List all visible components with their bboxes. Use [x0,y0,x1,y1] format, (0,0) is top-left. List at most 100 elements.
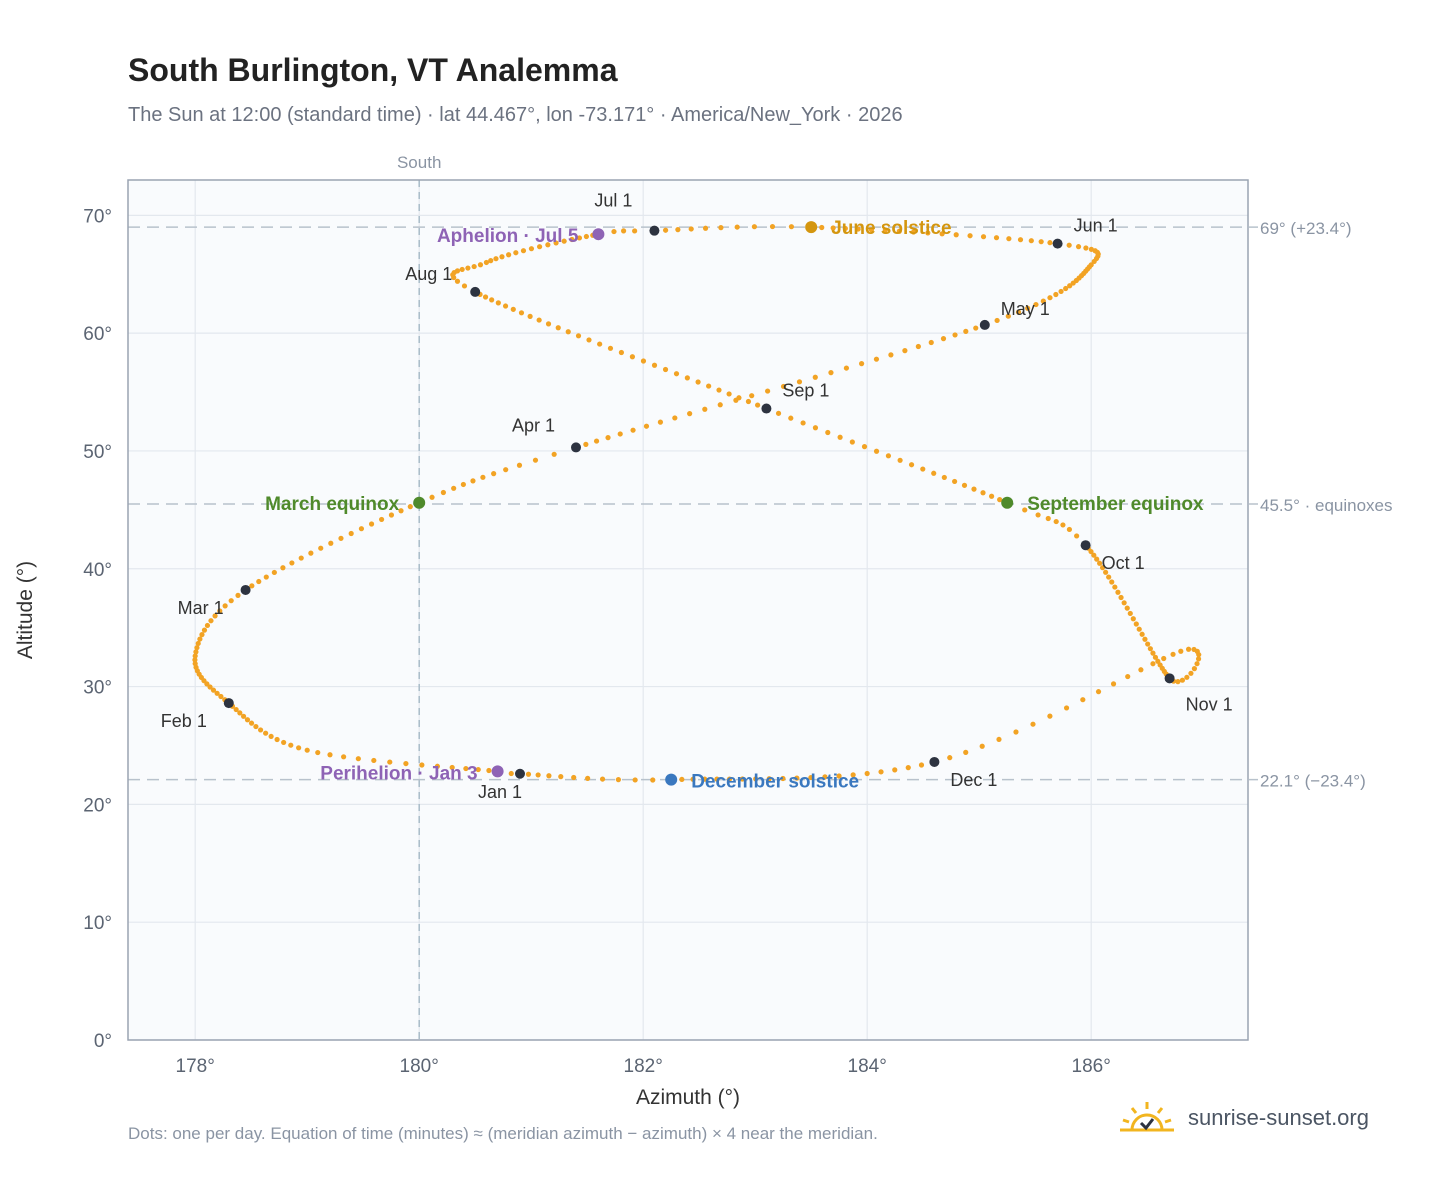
daily-dot [988,493,995,499]
daily-dot [403,760,409,767]
daily-dot [918,762,925,768]
daily-dot [1074,533,1080,539]
daily-dot [506,252,512,258]
daily-dot [615,777,622,783]
daily-dot [218,693,224,700]
daily-dot [650,777,656,783]
daily-dot [298,555,304,561]
daily-dot [849,439,855,445]
daily-dot [684,375,690,381]
daily-dot [240,713,247,719]
daily-dot [632,228,638,234]
daily-dot [1058,288,1064,295]
daily-dot [486,767,492,774]
x-axis-ticks: 178° 180° 182° 184° 186° [176,1056,1111,1077]
event-marker [592,228,605,241]
daily-dot [553,240,559,246]
daily-dot [516,462,523,468]
daily-dot [545,242,551,248]
daily-dot [961,482,968,488]
daily-dot [1033,301,1039,308]
daily-dot [963,328,969,334]
daily-dot [201,627,208,633]
daily-dot [583,233,589,240]
daily-dot [565,329,571,335]
daily-dot [1130,616,1136,622]
daily-dot [1060,522,1066,528]
daily-dot [198,674,204,681]
daily-dot [745,398,752,405]
daily-dot [204,681,210,687]
daily-dot [454,268,461,274]
month-label: Jul 1 [594,191,632,211]
daily-dot [1076,275,1082,281]
daily-dot [527,313,533,319]
daily-dot [289,560,295,566]
daily-dot [842,225,848,232]
daily-dot [1188,670,1194,676]
daily-dot [621,228,627,234]
daily-dot [536,317,542,323]
daily-dot [1194,648,1200,654]
daily-dot [673,371,680,377]
daily-dot [416,500,422,506]
daily-dot [586,337,592,343]
daily-dot [510,306,516,312]
daily-dot [702,776,708,782]
daily-dot [296,745,302,751]
daily-dot [952,332,958,338]
daily-dot [355,756,361,762]
daily-dot [201,678,207,684]
month-marker [1164,673,1175,684]
daily-dot [897,457,903,463]
daily-dot [513,250,519,256]
daily-dot [716,387,722,393]
daily-dot [1179,677,1186,683]
daily-dot [873,448,880,454]
daily-dot [371,757,377,764]
month-markers: Jan 1 Feb 1 Mar 1 Apr 1 May 1 Jun 1 Jul 1 Aug 1… [161,191,1233,802]
daily-dot [508,770,514,777]
daily-dot [407,504,413,510]
daily-dot [714,776,720,782]
daily-dot [348,530,354,537]
daily-dot [1136,626,1142,632]
daily-dot [192,661,198,667]
daily-dot [828,370,834,376]
daily-dot [726,776,733,782]
brand[interactable]: sunrise-sunset.org [1120,1100,1369,1136]
daily-dot [1013,729,1019,735]
daily-dot [702,225,709,231]
daily-dot [1157,662,1163,668]
daily-dot [780,383,787,390]
daily-dot [1118,594,1124,601]
daily-dot [796,379,803,385]
daily-dot [460,481,466,488]
meridian-label: South [397,153,441,172]
daily-dot [843,365,850,371]
daily-dot [263,730,269,736]
daily-dot [1150,661,1156,667]
daily-dot [1185,646,1192,652]
daily-dot [1170,678,1177,684]
daily-dot [1015,309,1022,315]
daily-dot [341,754,347,760]
daily-dot [915,343,921,350]
daily-dot [368,521,375,527]
daily-dot [940,336,947,342]
event-label: March equinox [265,494,400,515]
daily-dot [1145,641,1151,647]
daily-dot [450,272,456,278]
daily-dot [861,444,868,450]
daily-dot [545,321,552,327]
month-marker [223,698,234,709]
daily-dot [204,622,211,629]
daily-dot [233,706,239,713]
daily-dot [1195,656,1202,662]
daily-dot [947,755,953,761]
daily-dot [780,775,786,782]
daily-dot [1045,515,1051,522]
daily-dot [1121,600,1127,606]
y-tick-label: 20° [83,795,112,816]
daily-dot [463,765,469,772]
